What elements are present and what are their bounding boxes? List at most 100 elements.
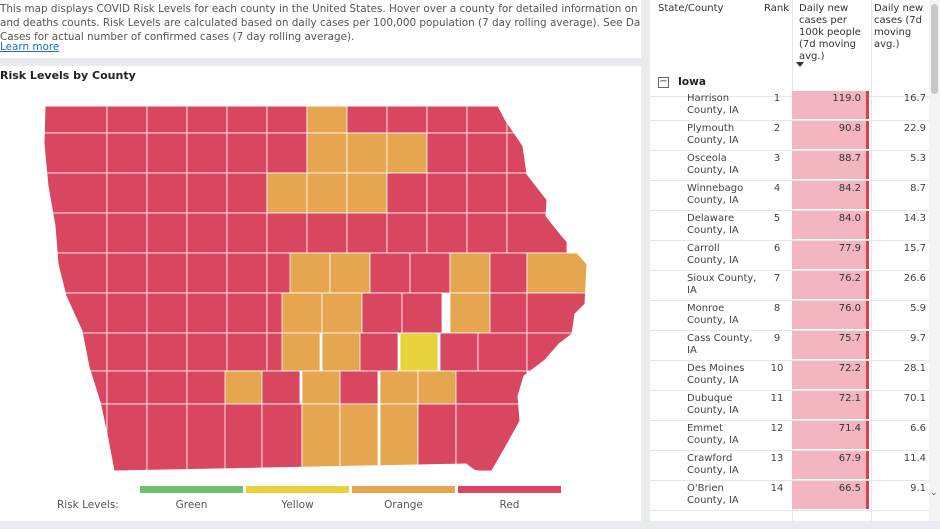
iowa-county-map[interactable] xyxy=(0,66,641,521)
county-region[interactable] xyxy=(146,403,188,472)
county-region[interactable] xyxy=(106,106,148,134)
county-region[interactable] xyxy=(40,403,108,472)
county-region[interactable] xyxy=(106,370,148,405)
table-row[interactable]: O'Brien County, IA 14 66.5 9.1 xyxy=(650,480,935,511)
county-region[interactable] xyxy=(224,370,263,405)
county-region[interactable] xyxy=(506,106,548,134)
county-region[interactable] xyxy=(369,252,411,294)
county-region[interactable] xyxy=(386,212,428,254)
county-region[interactable] xyxy=(186,403,228,472)
county-region[interactable] xyxy=(261,403,303,472)
county-region[interactable] xyxy=(106,252,148,294)
table-row[interactable]: Monroe County, IA 8 76.0 5.9 xyxy=(650,300,935,331)
county-region[interactable] xyxy=(186,106,228,134)
county-region[interactable] xyxy=(226,106,268,134)
table-row[interactable]: Winnebago County, IA 4 84.2 8.7 xyxy=(650,180,935,211)
county-region[interactable] xyxy=(186,212,228,254)
header-state-county[interactable]: State/County xyxy=(658,3,724,14)
county-region[interactable] xyxy=(489,292,528,334)
county-region[interactable] xyxy=(226,212,268,254)
table-row[interactable]: Cass County, IA 9 75.7 9.7 xyxy=(650,330,935,361)
county-region[interactable] xyxy=(40,212,108,254)
county-region[interactable] xyxy=(186,292,228,334)
county-region[interactable] xyxy=(466,132,508,174)
county-region[interactable] xyxy=(281,332,321,372)
county-region[interactable] xyxy=(106,292,148,334)
county-region[interactable] xyxy=(466,106,508,134)
header-rank[interactable]: Rank xyxy=(764,3,789,14)
county-region[interactable] xyxy=(329,252,371,294)
county-region[interactable] xyxy=(266,132,308,174)
county-region[interactable] xyxy=(226,132,268,174)
sort-descending-icon[interactable] xyxy=(796,62,804,67)
county-region[interactable] xyxy=(40,132,108,174)
county-region[interactable] xyxy=(146,212,188,254)
county-region[interactable] xyxy=(40,332,108,372)
county-region[interactable] xyxy=(40,252,108,294)
county-region[interactable] xyxy=(106,172,148,214)
county-region[interactable] xyxy=(146,370,188,405)
county-region[interactable] xyxy=(417,370,457,405)
county-region[interactable] xyxy=(186,332,228,372)
county-region[interactable] xyxy=(281,292,323,334)
county-region[interactable] xyxy=(106,132,148,174)
county-region[interactable] xyxy=(146,252,188,294)
county-region[interactable] xyxy=(426,106,468,134)
county-region[interactable] xyxy=(306,132,348,174)
county-region[interactable] xyxy=(386,106,428,134)
county-region[interactable] xyxy=(417,403,457,472)
county-region[interactable] xyxy=(409,252,451,294)
county-region[interactable] xyxy=(506,212,568,254)
county-region[interactable] xyxy=(399,332,439,372)
county-region[interactable] xyxy=(379,370,419,405)
county-region[interactable] xyxy=(361,292,403,334)
county-region[interactable] xyxy=(146,332,188,372)
county-region[interactable] xyxy=(106,332,148,372)
county-region[interactable] xyxy=(306,172,348,214)
table-row[interactable]: Delaware County, IA 5 84.0 14.3 xyxy=(650,210,935,241)
county-region[interactable] xyxy=(40,172,108,214)
county-region[interactable] xyxy=(306,212,348,254)
county-region[interactable] xyxy=(226,172,268,214)
county-region[interactable] xyxy=(449,292,491,334)
county-region[interactable] xyxy=(146,132,188,174)
table-row[interactable]: Osceola County, IA 3 88.7 5.3 xyxy=(650,150,935,181)
county-region[interactable] xyxy=(466,212,508,254)
county-region[interactable] xyxy=(426,132,468,174)
table-row[interactable]: Des Moines County, IA 10 72.2 28.1 xyxy=(650,360,935,391)
county-region[interactable] xyxy=(226,252,268,294)
county-region[interactable] xyxy=(186,252,228,294)
county-region[interactable] xyxy=(224,403,263,472)
scrollbar-thumb[interactable] xyxy=(931,4,938,94)
county-region[interactable] xyxy=(526,332,587,372)
county-region[interactable] xyxy=(346,212,388,254)
county-region[interactable] xyxy=(489,252,528,294)
county-region[interactable] xyxy=(359,332,399,372)
county-region[interactable] xyxy=(321,292,363,334)
county-region[interactable] xyxy=(186,370,228,405)
collapse-icon[interactable]: − xyxy=(658,76,669,88)
county-region[interactable] xyxy=(346,132,388,174)
county-region[interactable] xyxy=(466,172,508,214)
header-avg[interactable]: Daily new cases (7d moving avg.) xyxy=(874,3,923,51)
county-region[interactable] xyxy=(506,172,568,214)
county-region[interactable] xyxy=(226,332,268,372)
county-region[interactable] xyxy=(261,370,301,405)
county-region[interactable] xyxy=(386,132,428,174)
learn-more-link[interactable]: Learn more xyxy=(0,41,60,53)
county-region[interactable] xyxy=(339,403,379,472)
county-region[interactable] xyxy=(266,172,308,214)
table-scrollbar[interactable] xyxy=(929,0,940,521)
county-region[interactable] xyxy=(379,403,419,472)
county-region[interactable] xyxy=(106,403,148,472)
county-region[interactable] xyxy=(477,332,528,372)
county-region[interactable] xyxy=(526,252,587,294)
county-region[interactable] xyxy=(455,370,528,405)
county-region[interactable] xyxy=(146,292,188,334)
table-row[interactable]: Plymouth County, IA 2 90.8 22.9 xyxy=(650,120,935,151)
county-region[interactable] xyxy=(346,106,388,134)
county-region[interactable] xyxy=(40,370,108,405)
county-region[interactable] xyxy=(106,212,148,254)
county-region[interactable] xyxy=(426,212,468,254)
county-region[interactable] xyxy=(455,403,528,472)
